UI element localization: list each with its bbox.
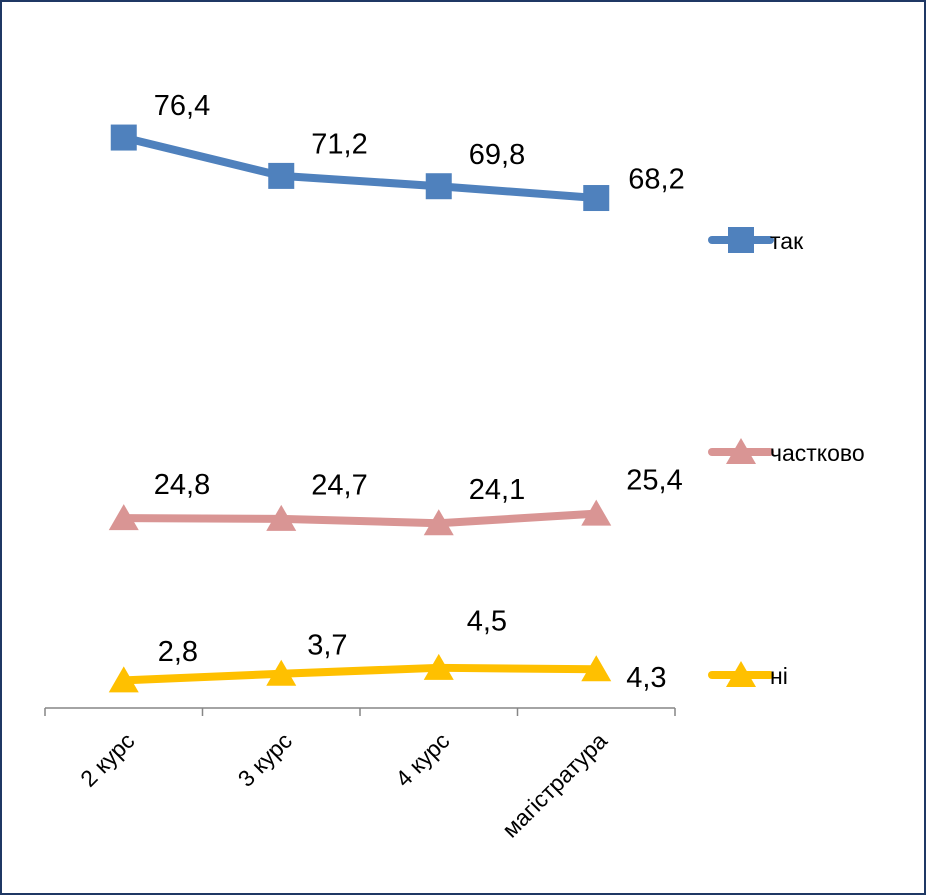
series-line <box>123 663 597 685</box>
legend-marker <box>726 661 756 687</box>
data-label: 68,2 <box>628 164 684 196</box>
series-line <box>122 133 597 203</box>
data-point <box>583 185 610 212</box>
data-label: 71,2 <box>311 129 367 161</box>
data-label: 24,7 <box>311 469 367 501</box>
data-label: 76,4 <box>154 90 210 122</box>
series-line <box>123 509 597 528</box>
data-point <box>425 173 452 200</box>
data-point <box>581 655 612 682</box>
legend-marker <box>726 438 756 464</box>
data-point <box>423 653 454 680</box>
legend-label: так <box>770 228 804 254</box>
data-point <box>108 666 139 693</box>
data-point <box>268 162 295 189</box>
data-label: 25,4 <box>626 464 682 496</box>
data-label: 3,7 <box>307 629 347 661</box>
data-point <box>581 499 612 526</box>
data-label: 24,8 <box>154 469 210 501</box>
data-point <box>423 509 454 536</box>
legend-marker <box>728 227 754 253</box>
legend-label: ні <box>770 663 788 689</box>
data-point <box>266 504 297 531</box>
legend-label: частково <box>770 440 865 466</box>
data-label: 2,8 <box>158 636 198 668</box>
data-label: 4,3 <box>626 662 666 694</box>
data-point <box>110 124 137 151</box>
data-point <box>266 659 297 686</box>
data-label: 24,1 <box>469 474 525 506</box>
data-label: 4,5 <box>467 605 507 637</box>
data-label: 69,8 <box>469 139 525 171</box>
data-point <box>108 504 139 531</box>
